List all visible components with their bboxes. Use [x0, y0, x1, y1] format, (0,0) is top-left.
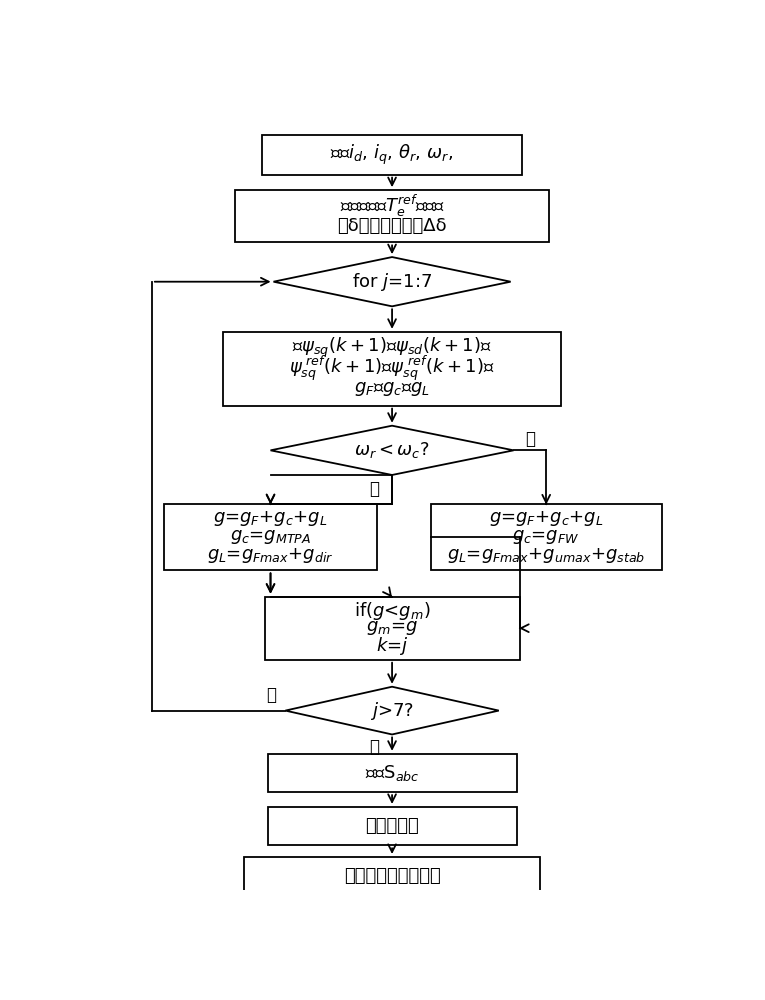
- Text: $g_c$=$g_{MTPA}$: $g_c$=$g_{MTPA}$: [230, 528, 311, 546]
- Text: 否: 否: [266, 686, 276, 704]
- Text: 否: 否: [526, 430, 536, 448]
- FancyBboxPatch shape: [268, 754, 516, 792]
- Text: $j$>7?: $j$>7?: [370, 700, 414, 722]
- Text: 输出S$_{abc}$: 输出S$_{abc}$: [365, 763, 419, 783]
- Text: $k$=$j$: $k$=$j$: [376, 635, 409, 657]
- FancyBboxPatch shape: [164, 504, 377, 570]
- Text: 转矩参考值$T_e^{ref}$，负载: 转矩参考值$T_e^{ref}$，负载: [340, 193, 444, 219]
- FancyBboxPatch shape: [223, 332, 561, 406]
- Text: $g_c$=$g_{FW}$: $g_c$=$g_{FW}$: [513, 528, 580, 546]
- Text: $g_m$=$g$: $g_m$=$g$: [366, 619, 418, 637]
- Text: $g$=$g_F$+$g_c$+$g_L$: $g$=$g_F$+$g_c$+$g_L$: [213, 509, 327, 528]
- Polygon shape: [271, 426, 513, 475]
- Text: $g$=$g_F$+$g_c$+$g_L$: $g$=$g_F$+$g_c$+$g_L$: [489, 509, 604, 528]
- Polygon shape: [273, 257, 511, 306]
- Text: if($g$<$g_m$): if($g$<$g_m$): [353, 600, 431, 622]
- Text: 输入$i_d$, $i_q$, $\theta_r$, $\omega_r$,: 输入$i_d$, $i_q$, $\theta_r$, $\omega_r$,: [330, 143, 454, 167]
- Text: 求$\psi_{sq}(k+1)$、$\psi_{sd}(k+1)$、: 求$\psi_{sq}(k+1)$、$\psi_{sd}(k+1)$、: [292, 336, 492, 360]
- Text: 分配两矢量作用时间: 分配两矢量作用时间: [343, 867, 441, 885]
- FancyBboxPatch shape: [235, 190, 549, 242]
- Text: for $j$=1:7: for $j$=1:7: [352, 271, 432, 293]
- Text: $\omega_r < \omega_c$?: $\omega_r < \omega_c$?: [354, 440, 430, 460]
- Text: 角δ及负载角增量Δδ: 角δ及负载角增量Δδ: [337, 217, 447, 235]
- FancyBboxPatch shape: [244, 857, 540, 895]
- FancyBboxPatch shape: [431, 504, 662, 570]
- Text: 是: 是: [369, 480, 379, 498]
- Text: $g_F$、$g_c$、$g_L$: $g_F$、$g_c$、$g_L$: [354, 380, 430, 398]
- FancyBboxPatch shape: [268, 807, 516, 845]
- Text: 计算占空比: 计算占空比: [365, 817, 419, 835]
- FancyBboxPatch shape: [265, 597, 519, 660]
- Text: $g_L$=$g_{Fmax}$+$g_{dir}$: $g_L$=$g_{Fmax}$+$g_{dir}$: [207, 546, 334, 565]
- Text: 是: 是: [369, 738, 379, 756]
- Polygon shape: [285, 687, 499, 734]
- FancyBboxPatch shape: [262, 135, 522, 175]
- Text: $g_L$=$g_{Fmax}$+$g_{umax}$+$g_{stab}$: $g_L$=$g_{Fmax}$+$g_{umax}$+$g_{stab}$: [447, 546, 646, 565]
- Text: $\psi_{sq}^{\ ref}(k+1)$、$\psi_{sq}^{\ ref}(k+1)$、: $\psi_{sq}^{\ ref}(k+1)$、$\psi_{sq}^{\ r…: [289, 354, 495, 383]
